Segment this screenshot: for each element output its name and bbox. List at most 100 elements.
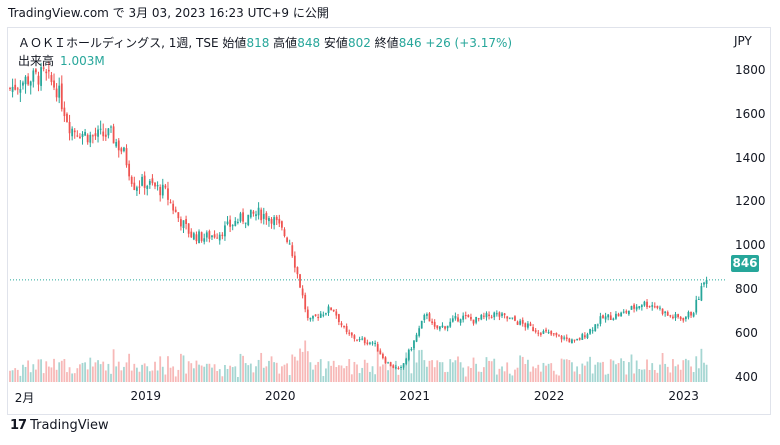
y-tick-label: 800 — [735, 282, 758, 296]
volume-bar — [312, 369, 314, 382]
candle-body — [281, 221, 283, 228]
candle-body — [99, 128, 102, 130]
candle-body — [180, 219, 182, 227]
candle-body — [205, 232, 208, 238]
candle-body — [369, 342, 371, 344]
symbol-label[interactable]: ＡＯＫＩホールディングス, 1週, TSE — [18, 36, 219, 50]
x-tick-label: 2020 — [264, 389, 296, 403]
volume-bar — [205, 363, 208, 382]
candle-body — [11, 86, 14, 92]
open-value: 818 — [246, 36, 270, 50]
volume-bar — [148, 371, 151, 382]
volume-bar — [451, 362, 454, 382]
volume-bar — [156, 370, 159, 382]
volume-bar — [705, 364, 708, 382]
candle-body — [268, 218, 270, 222]
volume-bar — [239, 353, 242, 382]
candle-body — [174, 209, 177, 213]
candle-body — [104, 134, 107, 137]
volume-bar — [244, 363, 247, 382]
volume-bar — [485, 357, 488, 382]
candle-body — [257, 207, 260, 216]
candle-body — [376, 344, 379, 352]
candle-body — [591, 330, 594, 332]
y-tick-label: 1400 — [735, 150, 766, 165]
y-tick-label: 1600 — [735, 106, 766, 121]
candle-body — [495, 313, 498, 315]
candle-body — [462, 315, 465, 320]
candle-body — [527, 323, 529, 328]
volume-bar — [405, 352, 408, 382]
y-tick-label: 1800 — [735, 62, 766, 77]
candle-body — [262, 213, 265, 219]
volume-bar — [353, 361, 356, 382]
candle-body — [529, 323, 532, 326]
volume-bar — [102, 361, 105, 382]
volume-bar — [583, 365, 586, 382]
candle-body — [159, 186, 162, 196]
candle-body — [187, 223, 190, 234]
volume-bar — [42, 373, 45, 382]
volume-bar — [591, 373, 594, 382]
candle-body — [185, 219, 187, 225]
candle-body — [599, 316, 602, 324]
candle-body — [299, 274, 301, 288]
candle-body — [609, 315, 612, 320]
volume-bar — [495, 374, 498, 382]
candle-body — [16, 88, 19, 90]
candle-body — [700, 286, 703, 301]
volume-bar — [252, 372, 255, 382]
candle-body — [143, 175, 146, 188]
candle-body — [485, 313, 488, 318]
candle-body — [91, 135, 94, 137]
volume-bar — [527, 359, 529, 382]
candle-body — [66, 113, 68, 123]
chart-frame[interactable] — [7, 27, 771, 415]
volume-bar — [669, 372, 672, 382]
candle-body — [325, 313, 327, 315]
volume-bar — [501, 366, 503, 382]
candle-body — [213, 234, 216, 238]
volume-bar — [29, 372, 32, 382]
candle-body — [35, 69, 37, 73]
tradingview-logo[interactable]: 17 TradingView — [10, 418, 109, 433]
volume-bar — [371, 366, 374, 382]
volume-bar — [319, 359, 322, 382]
volume-bar — [218, 369, 221, 382]
candle-body — [200, 232, 203, 241]
volume-bar — [309, 362, 312, 382]
volume-bar — [622, 361, 625, 382]
candle-body — [426, 314, 428, 316]
volume-bar — [576, 366, 579, 382]
candle-body — [433, 321, 436, 327]
volume-bar — [58, 362, 61, 382]
candle-body — [125, 148, 128, 166]
volume-bar — [625, 374, 628, 382]
volume-bar — [384, 356, 387, 382]
volume-bar — [141, 364, 143, 382]
candle-body — [356, 339, 358, 341]
candle-body — [128, 163, 131, 177]
candle-body — [156, 185, 159, 187]
candle-body — [161, 184, 164, 196]
candle-body — [459, 319, 462, 323]
candle-body — [679, 316, 682, 320]
volume-bar — [493, 358, 496, 382]
volume-legend: 出来高 1.003M — [18, 52, 105, 69]
volume-bar — [532, 366, 534, 382]
volume-bar — [630, 354, 633, 382]
volume-bar — [229, 365, 232, 382]
candle-body — [319, 313, 322, 318]
volume-bar — [599, 362, 602, 382]
candle-body — [687, 311, 690, 318]
candle-body — [516, 321, 519, 325]
volume-bar — [700, 348, 703, 382]
candle-body — [405, 358, 408, 364]
volume-bar — [257, 359, 260, 382]
volume-bar — [602, 361, 604, 382]
volume-bar — [348, 359, 351, 382]
candle-body — [288, 243, 291, 245]
candle-body — [431, 321, 433, 323]
volume-bar — [47, 366, 50, 382]
